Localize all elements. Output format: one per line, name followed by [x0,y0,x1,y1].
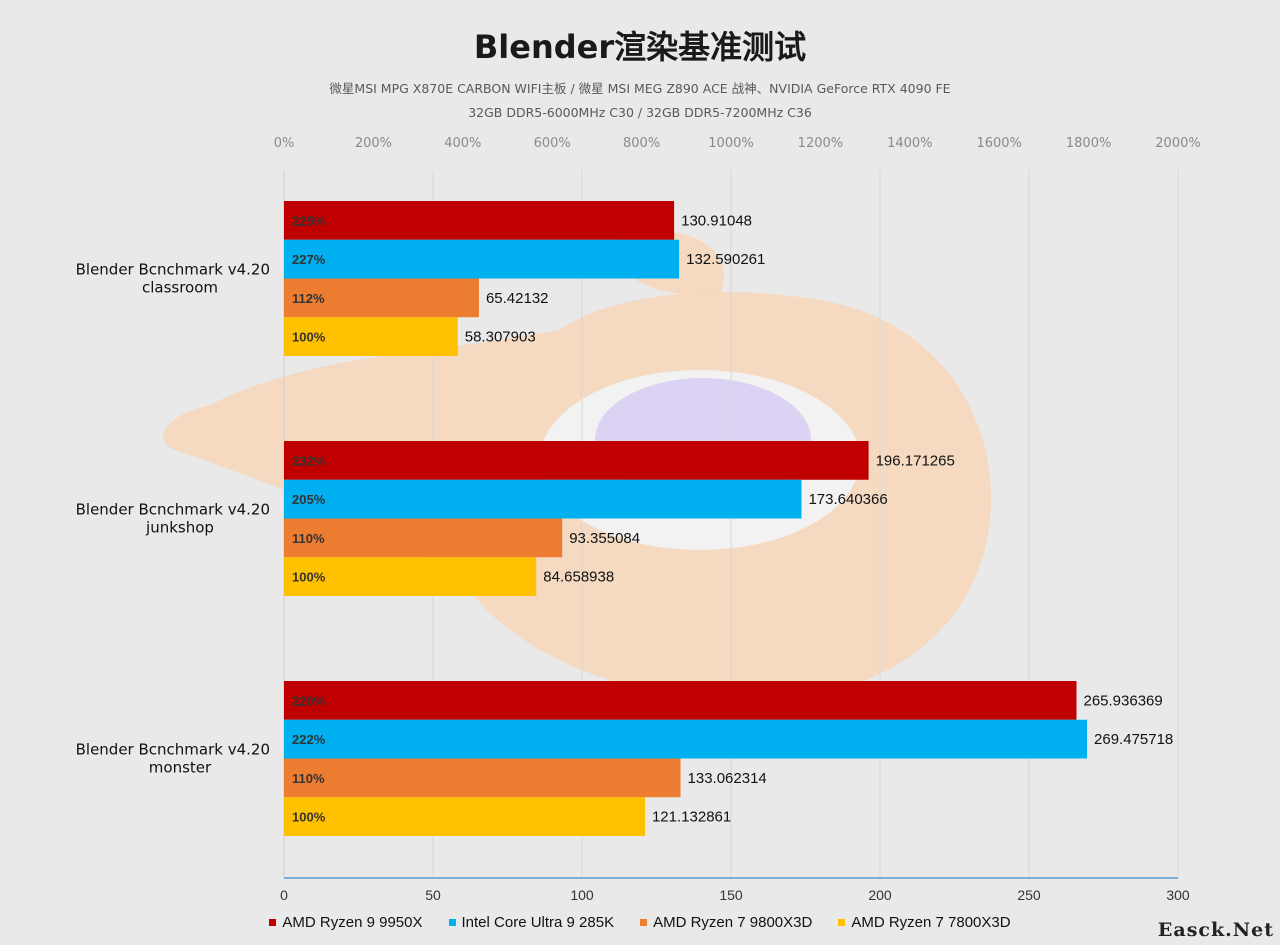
bar [284,201,675,240]
bar [284,317,458,356]
legend-item: AMD Ryzen 7 7800X3D [838,914,1011,931]
bar-value-label: 93.355084 [569,530,640,547]
bar [284,239,680,279]
category-label: classroom [142,279,218,297]
x2-tick-label: 1400% [887,136,932,151]
chart-legend: AMD Ryzen 9 9950X Intel Core Ultra 9 285K… [0,914,1280,931]
chart-subtitle-line1: 微星MSI MPG X870E CARBON WIFI主板 / 微星 MSI M… [329,81,951,96]
bar-value-label: 132.590261 [686,251,765,268]
watermark: Easck.Net [1157,919,1274,941]
category-label: monster [149,759,212,777]
x-tick-label: 250 [1017,887,1041,903]
bar-value-label: 196.171265 [876,452,955,469]
x-tick-label: 150 [719,887,743,903]
bar [284,278,479,318]
chart-title: Blender渲染基准测试 [473,28,807,66]
bar-value-label: 269.475718 [1094,731,1173,748]
bar-percent-label: 100% [292,570,326,585]
legend-label: AMD Ryzen 7 9800X3D [653,914,813,931]
bar [284,557,537,596]
x-tick-label: 100 [570,887,594,903]
bar-value-label: 265.936369 [1083,692,1162,709]
category-label: Blender Bcnchmark v4.20 [76,261,270,279]
x2-tick-label: 0% [274,136,295,151]
bar [284,681,1077,720]
bar-value-label: 84.658938 [543,569,614,586]
bar-percent-label: 220% [292,693,326,708]
bar-value-label: 121.132861 [652,809,731,826]
x2-tick-label: 800% [623,136,660,151]
category-label: junkshop [145,519,214,537]
legend-label: AMD Ryzen 9 9950X [282,914,423,931]
x2-tick-label: 2000% [1155,136,1200,151]
bar-value-label: 65.42132 [486,290,549,307]
bar-value-label: 130.91048 [681,212,752,229]
bar-value-label: 133.062314 [688,770,767,787]
x2-tick-label: 1800% [1066,136,1111,151]
bar [284,518,563,558]
x2-tick-label: 600% [534,136,571,151]
legend-swatch [269,919,277,926]
legend-item: Intel Core Ultra 9 285K [448,914,615,931]
legend-swatch [640,919,648,926]
bar-percent-label: 227% [292,252,326,267]
bar-percent-label: 222% [292,732,326,747]
bar [284,797,645,836]
x-tick-label: 300 [1166,887,1190,903]
legend-swatch [838,919,846,926]
bar [284,441,869,480]
bar-percent-label: 205% [292,492,326,507]
legend-label: AMD Ryzen 7 7800X3D [851,914,1011,931]
legend-swatch [448,919,456,926]
x2-tick-label: 1600% [976,136,1021,151]
legend-item: AMD Ryzen 9 9950X [269,914,423,931]
x2-tick-label: 1200% [798,136,843,151]
x-tick-label: 0 [280,887,288,903]
x2-tick-label: 200% [355,136,392,151]
bar [284,758,681,798]
x2-tick-label: 1000% [708,136,753,151]
bar-percent-label: 232% [292,453,326,468]
bar-percent-label: 110% [292,531,325,546]
bar-value-label: 173.640366 [808,491,887,508]
bar-percent-label: 100% [292,810,326,825]
x2-tick-label: 400% [444,136,481,151]
category-label: Blender Bcnchmark v4.20 [76,501,270,519]
bar [284,719,1088,759]
x-tick-label: 50 [425,887,441,903]
x-tick-label: 200 [868,887,892,903]
bar-percent-label: 100% [292,330,326,345]
category-label: Blender Bcnchmark v4.20 [76,741,270,759]
legend-label: Intel Core Ultra 9 285K [461,914,615,931]
legend-item: AMD Ryzen 7 9800X3D [640,914,812,931]
bar [284,479,802,519]
chart-subtitle-line2: 32GB DDR5-6000MHz C30 / 32GB DDR5-7200MH… [468,105,812,120]
bar-percent-label: 110% [292,771,325,786]
bar-value-label: 58.307903 [465,329,536,346]
bar-percent-label: 225% [292,213,326,228]
bar-percent-label: 112% [292,291,325,306]
